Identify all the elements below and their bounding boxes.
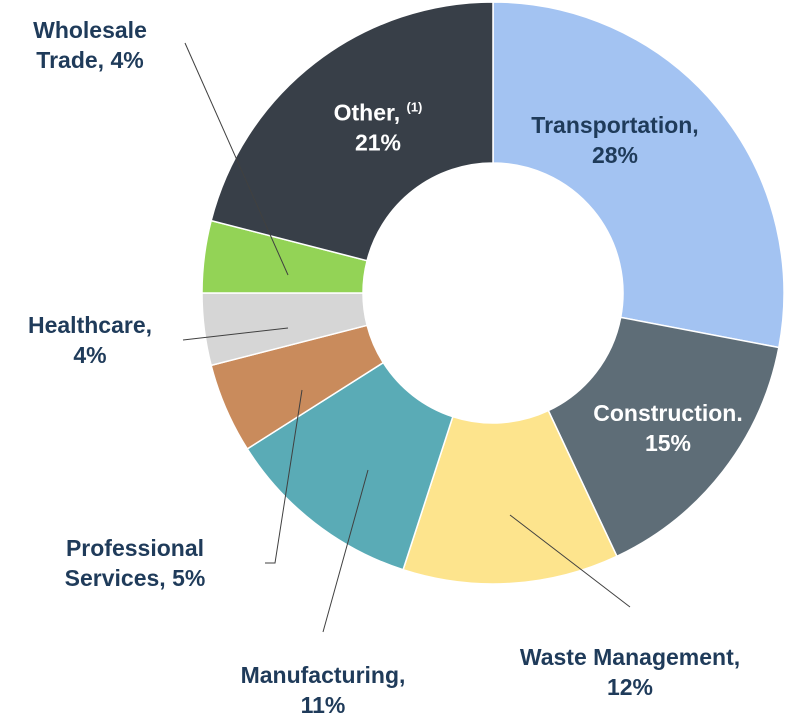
data-label: Transportation, 28% — [531, 110, 698, 170]
data-label: Manufacturing, 11% — [241, 660, 406, 720]
leader-line — [265, 389, 303, 564]
leader-line — [322, 469, 369, 633]
value-label: 11% — [300, 692, 346, 718]
donut-slice — [210, 1, 494, 262]
category-label: Healthcare, — [27, 312, 153, 338]
category-label: Waste Management, — [519, 644, 741, 670]
donut-slice — [492, 1, 785, 349]
category-label: Wholesale Trade, — [33, 17, 147, 73]
data-label: Other, (1) 21% — [334, 93, 423, 158]
value-label: 4% — [73, 342, 107, 368]
value-label: 21% — [354, 129, 402, 156]
category-label: Other, — [333, 99, 401, 126]
value-label: 4% — [110, 47, 144, 73]
donut-slice — [246, 361, 454, 571]
donut-slice — [402, 409, 618, 585]
data-label: Waste Management, 12% — [520, 642, 740, 702]
leader-line — [182, 327, 289, 341]
data-label: Construction. 15% — [593, 398, 743, 458]
donut-slice — [547, 316, 780, 558]
value-label: 28% — [591, 142, 639, 168]
data-label: Healthcare, 4% — [28, 310, 152, 370]
value-label: 12% — [606, 674, 654, 700]
value-label: 5% — [172, 565, 206, 591]
leader-line — [509, 514, 631, 608]
footnote-mark: (1) — [406, 99, 423, 115]
category-label: Professional Services, — [64, 535, 205, 591]
category-label: Construction. — [593, 400, 743, 426]
data-label: Professional Services, 5% — [40, 533, 230, 593]
value-label: 15% — [644, 430, 692, 456]
leader-line — [184, 42, 289, 276]
data-label: Wholesale Trade, 4% — [10, 15, 170, 75]
category-label: Manufacturing, — [240, 662, 406, 688]
category-label: Transportation, — [531, 112, 699, 138]
